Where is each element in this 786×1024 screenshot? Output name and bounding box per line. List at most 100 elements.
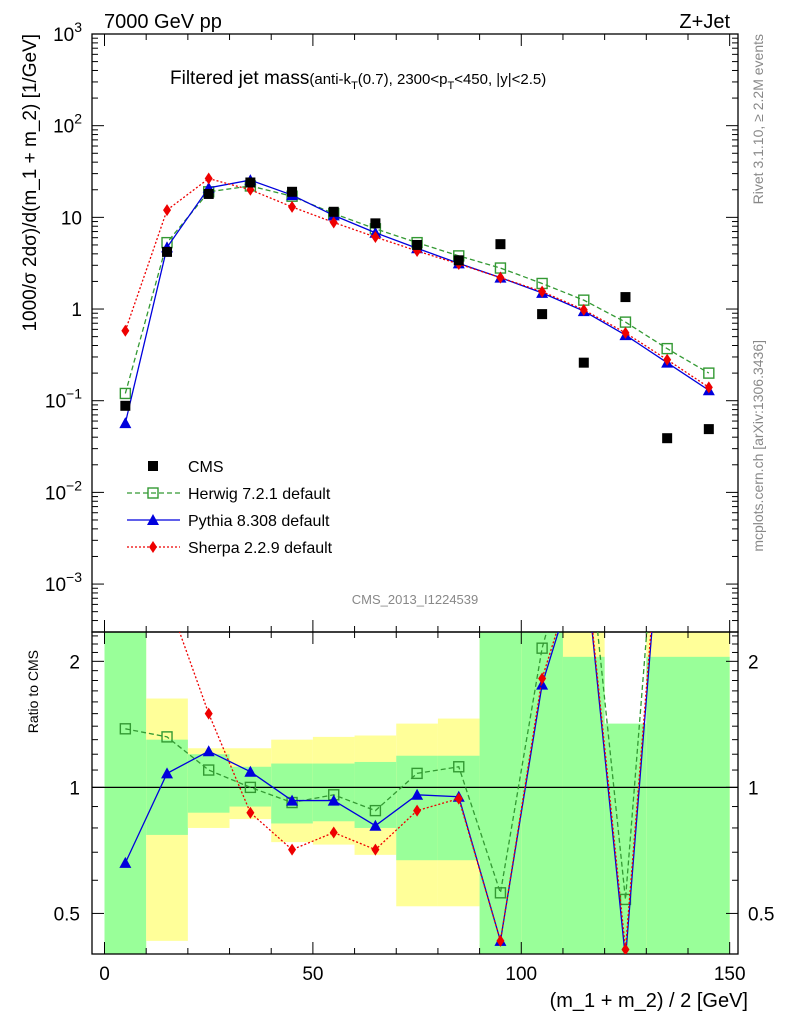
y-tick-label: 103 — [53, 19, 82, 46]
x-axis-label: (m_1 + m_2) / 2 [GeV] — [550, 990, 748, 1012]
ratio-series-point-1 — [703, 604, 715, 615]
ratio-series-point-2 — [246, 806, 255, 819]
ratio-series-point-0 — [704, 526, 714, 536]
ratio-series-point-1 — [244, 765, 257, 777]
x-tick-label: 0 — [99, 964, 110, 985]
ratio-plot-series — [119, 371, 715, 954]
main-series-point-2 — [163, 204, 172, 217]
legend-marker-1 — [147, 487, 159, 499]
cms-data-point — [120, 400, 131, 411]
ratio-series-point-2 — [663, 422, 671, 434]
main-series-point-1 — [119, 417, 132, 429]
cms-data-point — [328, 206, 339, 217]
cms-data-point — [162, 246, 173, 257]
cms-data-point — [203, 188, 214, 199]
green-band-5 — [312, 763, 355, 822]
green-band-11 — [562, 656, 605, 954]
chart-title-sub-3: (0.7), 2300<p — [358, 71, 448, 88]
ratio-series-point-2 — [121, 441, 129, 453]
ratio-series-point-2 — [288, 843, 297, 856]
ratio-frame — [91, 631, 739, 955]
ratio-series-point-1 — [119, 856, 132, 868]
cms-data-point — [412, 239, 423, 250]
ratio-series-point-2 — [371, 843, 380, 856]
y-tick-label: 102 — [53, 111, 82, 138]
cms-data-point — [495, 239, 506, 250]
main-series-point-2 — [579, 303, 588, 316]
cms-data-point — [370, 218, 381, 229]
legend-label-2: Pythia 8.308 default — [188, 513, 330, 530]
ratio-series-point-2 — [621, 943, 630, 954]
green-band-0 — [104, 632, 147, 954]
header-left: 7000 GeV pp — [104, 11, 222, 33]
ratio-series-point-2 — [496, 934, 505, 947]
ratio-series-point-1 — [327, 794, 340, 806]
legend-label-3: Sherpa 2.2.9 default — [188, 540, 333, 557]
ratio-series-point-0 — [536, 642, 548, 654]
ratio-series-point-2 — [454, 792, 463, 805]
main-series-point-0 — [703, 367, 715, 379]
cms-data-point — [537, 309, 548, 320]
ratio-series-point-1 — [411, 788, 424, 800]
legend-label-0: CMS — [188, 459, 224, 476]
green-band-14 — [687, 656, 730, 954]
main-series-point-0 — [661, 342, 673, 355]
ratio-series-point-0 — [161, 731, 173, 743]
ratio-series-point-2 — [413, 804, 422, 817]
main-series-line-2 — [124, 177, 710, 388]
cms-data-point — [245, 177, 256, 188]
y-tick-label: 10 — [61, 208, 82, 229]
chart-title-sub-4: T — [447, 80, 454, 92]
ratio-y-tick-label-right: 1 — [748, 778, 759, 799]
ratio-series-point-1 — [286, 794, 299, 806]
main-series-point-2 — [621, 326, 630, 339]
main-series-point-2 — [371, 231, 380, 244]
ratio-series-point-0 — [202, 764, 215, 776]
ratio-series-point-2 — [538, 672, 547, 685]
mcplots-label: mcplots.cern.ch [arXiv:1306.3436] — [750, 340, 766, 552]
ratio-series-point-0 — [369, 804, 382, 817]
cms-data-point — [620, 292, 631, 303]
ratio-uncertainty-bands — [104, 632, 730, 954]
x-tick-label: 50 — [302, 964, 323, 985]
ratio-y-tick-label: 2 — [69, 652, 80, 673]
y-tick-label: 10−2 — [45, 477, 82, 504]
green-band-6 — [354, 761, 397, 828]
y-tick-label: 1 — [71, 300, 82, 321]
ratio-series-point-0 — [662, 371, 672, 381]
ratio-series-line-0 — [125, 632, 648, 900]
main-series-point-2 — [663, 353, 672, 366]
ratio-series-point-2 — [580, 539, 588, 551]
chart-title-sub-1: (anti-k — [309, 71, 351, 88]
ratio-series-point-2 — [204, 707, 213, 720]
ratio-series-point-1 — [202, 745, 215, 757]
ratio-plot-frame: 0 50 100 150 2 2 1 1 0.5 0.5 — [54, 631, 774, 985]
main-series-point-2 — [496, 271, 505, 284]
x-tick-label: 100 — [505, 964, 537, 985]
legend-marker-3 — [149, 541, 157, 553]
ratio-y-tick-label: 1 — [69, 778, 80, 799]
ratio-series-point-1 — [578, 543, 590, 554]
cms-data-point — [287, 186, 298, 197]
y-tick-label: 10−1 — [45, 386, 82, 413]
ratio-series-point-2 — [329, 826, 338, 839]
main-series-point-0 — [494, 262, 507, 274]
y-tick-label: 10−3 — [45, 569, 82, 596]
ratio-y-tick-label: 0.5 — [54, 904, 80, 925]
legend: CMS Herwig 7.2.1 default Pythia 8.308 defa… — [127, 459, 333, 557]
ratio-series-point-2 — [163, 591, 171, 603]
ratio-series-point-0 — [119, 723, 132, 735]
main-series-point-2 — [704, 381, 713, 394]
ratio-series-point-0 — [244, 781, 257, 794]
chart-title-sub-5: <450, |y|<2.5) — [454, 71, 546, 88]
ratio-series-point-1 — [369, 819, 382, 831]
cms-data-point — [703, 424, 714, 435]
rivet-label: Rivet 3.1.10, ≥ 2.2M events — [750, 34, 766, 204]
ratio-y-tick-label-right: 0.5 — [748, 904, 774, 925]
ratio-y-tick-label-right: 2 — [748, 652, 759, 673]
main-series-point-0 — [119, 387, 132, 400]
ratio-series-point-2 — [705, 588, 713, 600]
green-band-13 — [646, 656, 688, 954]
